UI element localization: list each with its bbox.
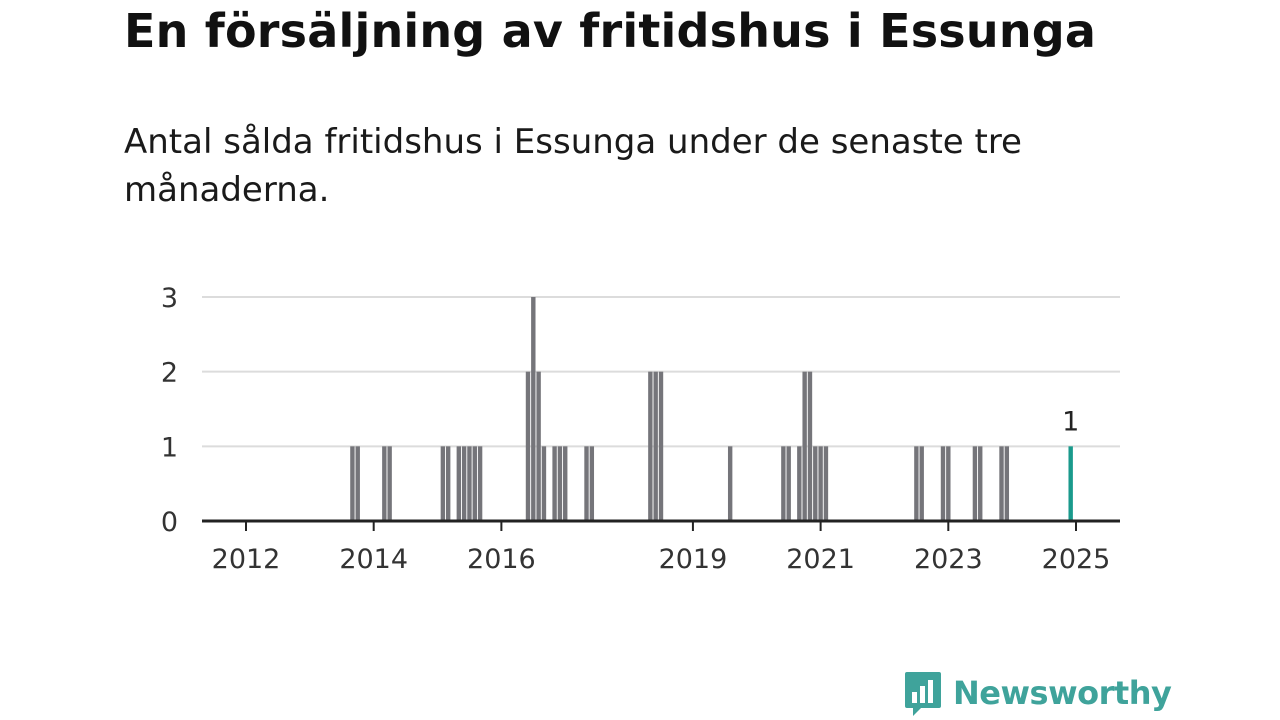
bar xyxy=(557,446,563,521)
bar xyxy=(648,371,653,521)
bar xyxy=(589,446,595,521)
bar xyxy=(525,371,531,521)
bar xyxy=(940,446,946,521)
bar xyxy=(541,446,547,521)
bar xyxy=(999,446,1004,521)
x-tick-label: 2014 xyxy=(339,544,408,575)
bar xyxy=(823,446,829,521)
x-tick-label: 2019 xyxy=(659,544,728,575)
bar xyxy=(972,446,978,521)
x-tick-label: 2012 xyxy=(212,544,281,575)
bar xyxy=(350,446,355,521)
bar xyxy=(531,297,536,521)
bar xyxy=(461,446,467,521)
bar xyxy=(467,446,472,521)
bar xyxy=(552,446,557,521)
logo-text: Newsworthy xyxy=(953,674,1172,712)
x-tick-label: 2016 xyxy=(467,544,536,575)
bar xyxy=(536,371,541,521)
bar xyxy=(445,446,451,521)
bar xyxy=(919,446,924,521)
bar xyxy=(802,371,807,521)
x-tick-label: 2021 xyxy=(786,544,855,575)
bar xyxy=(797,446,802,521)
bar xyxy=(653,371,658,521)
bar xyxy=(818,446,823,521)
newsworthy-chart-bubble-icon xyxy=(905,672,941,716)
bar xyxy=(387,446,392,521)
newsworthy-logo: Newsworthy xyxy=(903,668,1172,718)
y-tick-label: 1 xyxy=(161,432,178,463)
data-label: 1 xyxy=(1062,406,1079,437)
bar xyxy=(477,446,483,521)
bar xyxy=(355,446,360,521)
bar xyxy=(1004,446,1010,521)
chart-title: En försäljning av fritidshus i Essunga xyxy=(124,4,1097,58)
bar xyxy=(914,446,919,521)
bar xyxy=(813,446,818,521)
bar xyxy=(382,446,387,521)
bar xyxy=(978,446,983,521)
bar xyxy=(440,446,446,521)
bar xyxy=(456,446,462,521)
y-tick-label: 2 xyxy=(161,358,178,389)
bar xyxy=(584,446,589,521)
x-tick-label: 2023 xyxy=(914,544,983,575)
y-tick-label: 3 xyxy=(161,283,178,314)
chart-subtitle: Antal sålda fritidshus i Essunga under d… xyxy=(124,122,1022,210)
bar xyxy=(727,446,733,521)
highlight-bar xyxy=(1068,446,1073,521)
y-tick-label: 0 xyxy=(161,507,178,538)
bar xyxy=(786,446,791,521)
bar xyxy=(781,446,786,521)
bar xyxy=(946,446,951,521)
bar xyxy=(563,446,568,521)
x-tick-label: 2025 xyxy=(1042,544,1111,575)
bar xyxy=(807,371,813,521)
bar xyxy=(658,371,664,521)
bar xyxy=(472,446,477,521)
